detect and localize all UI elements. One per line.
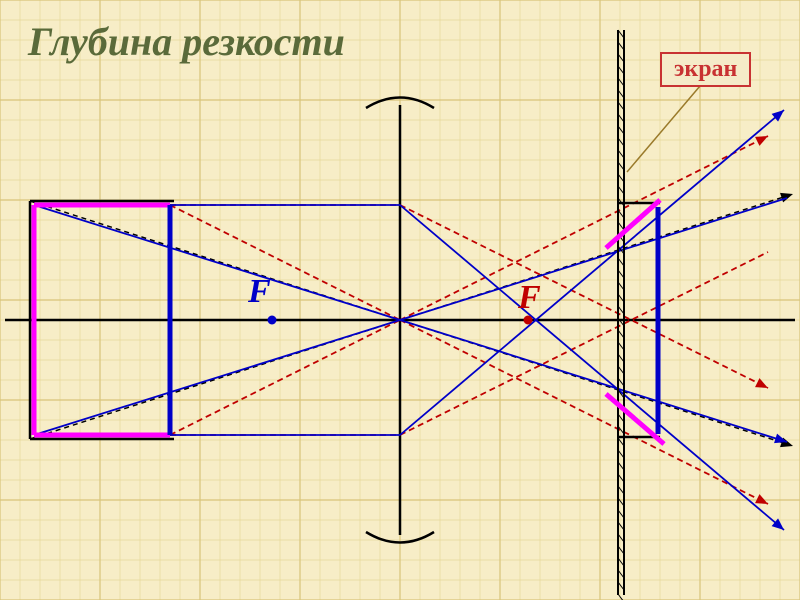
screen-label: экран [660, 52, 751, 87]
page-title: Глубина резкости [28, 18, 345, 65]
diagram-svg [0, 0, 800, 600]
diagram-canvas: Глубина резкости экран F F [0, 0, 800, 600]
focal-label-left: F [248, 273, 271, 311]
focal-label-right: F [518, 279, 541, 317]
